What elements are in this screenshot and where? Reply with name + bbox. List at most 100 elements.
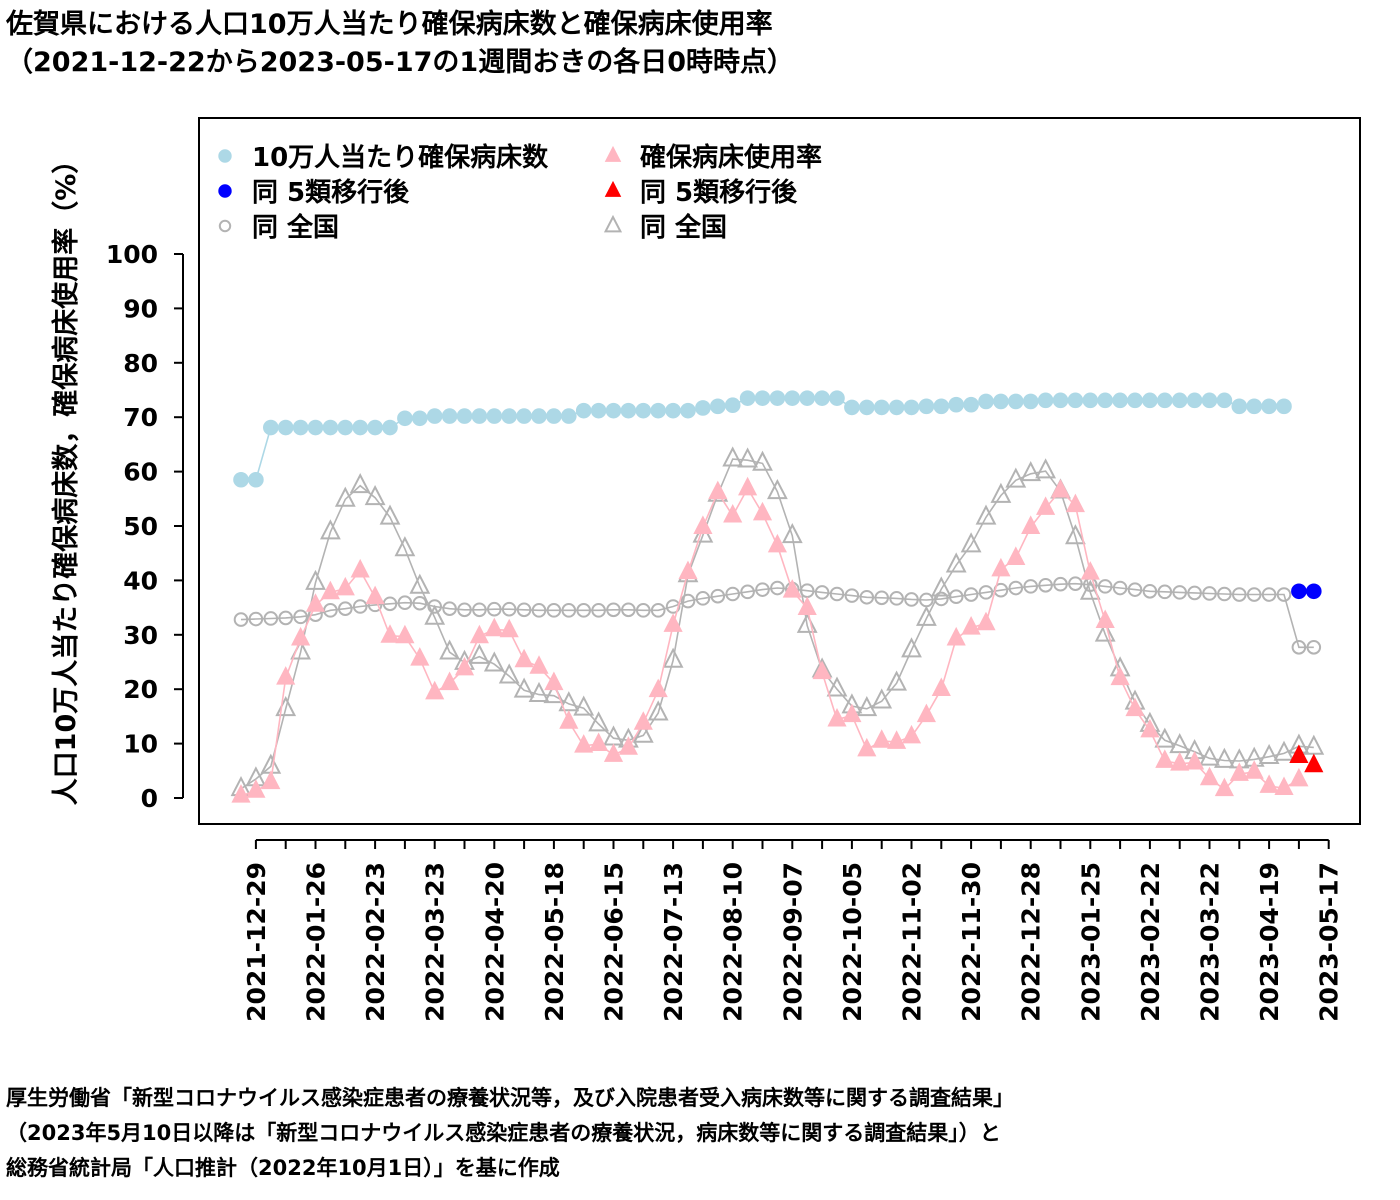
series-4 (1289, 744, 1324, 773)
data-point (1216, 392, 1233, 409)
data-point (531, 408, 547, 424)
data-point (724, 397, 741, 414)
data-point (797, 596, 817, 615)
data-point (233, 471, 249, 488)
data-point (1172, 585, 1187, 600)
data-point (1094, 621, 1116, 642)
legend-label: 10万人当たり確保病床数 (252, 142, 549, 173)
data-point (1035, 458, 1057, 479)
y-tick-label: 80 (123, 349, 158, 378)
legend-marker (603, 214, 623, 233)
data-point (471, 408, 488, 424)
data-point (528, 681, 550, 702)
data-point (767, 533, 787, 553)
data-point (901, 637, 922, 658)
data-point (1053, 576, 1068, 592)
data-point (305, 569, 326, 590)
legend-label: 同 5類移行後 (640, 177, 798, 208)
data-point (963, 587, 979, 602)
data-point (427, 599, 443, 614)
data-point (501, 408, 518, 424)
data-point (873, 399, 890, 416)
data-point (1140, 718, 1160, 738)
y-tick-label: 90 (123, 294, 158, 323)
data-point (931, 677, 951, 697)
data-point (410, 647, 430, 666)
data-point (1276, 398, 1292, 415)
data-point (976, 611, 996, 631)
data-point (1276, 587, 1292, 602)
y-tick-label: 60 (123, 458, 158, 487)
x-tick-label: 2023-05-17 (1315, 862, 1344, 1022)
data-point (487, 601, 502, 617)
data-point (990, 482, 1012, 503)
data-point (1110, 666, 1130, 686)
data-point (457, 602, 472, 618)
data-point (739, 390, 756, 406)
data-point (826, 676, 848, 697)
source-note-line2: （2023年5月10日以降は「新型コロナウイルス感染症患者の療養状況，病床数等に… (6, 1121, 1001, 1145)
x-tick-label: 2023-01-25 (1076, 862, 1105, 1022)
data-point (440, 671, 460, 691)
x-tick-label: 2022-07-13 (659, 862, 688, 1022)
data-point (930, 576, 952, 597)
data-point (576, 603, 592, 618)
data-point (766, 478, 788, 500)
series-layer (230, 390, 1325, 803)
data-point (442, 601, 457, 616)
data-point (454, 656, 475, 676)
data-point (338, 601, 353, 616)
legend-item: 10万人当たり確保病床数 (218, 142, 549, 173)
data-point (859, 589, 875, 605)
data-point (829, 586, 845, 602)
data-point (812, 660, 832, 680)
data-point (531, 603, 547, 618)
legend-marker (604, 180, 622, 197)
source-note-line1: 厚生労働省「新型コロナウイルス感染症患者の療養状況等，及び入院患者受入病床数等に… (6, 1086, 1014, 1110)
data-point (740, 584, 755, 600)
data-point (620, 402, 637, 419)
data-point (886, 670, 908, 691)
data-point (1038, 577, 1053, 593)
data-point (276, 666, 296, 685)
x-tick-label: 2022-06-15 (600, 862, 629, 1022)
data-point (352, 599, 368, 614)
data-point (334, 486, 356, 507)
data-point (1229, 762, 1249, 781)
legend-label: 同 全国 (252, 212, 339, 243)
data-point (752, 450, 773, 471)
legend-marker (218, 219, 232, 233)
data-point (799, 390, 816, 406)
data-point (261, 770, 281, 790)
data-point (1291, 583, 1307, 600)
data-point (1274, 776, 1294, 796)
data-point (1199, 745, 1220, 766)
data-point (961, 616, 981, 635)
data-point (397, 595, 413, 611)
series-3 (231, 476, 1309, 803)
x-tick-label: 2022-10-05 (838, 862, 867, 1022)
data-point (469, 624, 489, 644)
data-point (1231, 398, 1248, 415)
data-point (636, 603, 651, 618)
data-point (695, 400, 711, 416)
series-1 (1291, 583, 1322, 600)
data-point (1155, 749, 1175, 768)
data-point (993, 393, 1009, 410)
data-point (278, 610, 294, 626)
x-tick-label: 2022-01-26 (302, 862, 331, 1022)
legend-label: 同 全国 (640, 212, 727, 243)
x-tick-label: 2022-08-10 (719, 862, 748, 1022)
x-tick-label: 2022-12-28 (1017, 862, 1046, 1022)
data-point (514, 648, 534, 668)
data-point (632, 722, 654, 743)
data-point (486, 408, 503, 424)
data-point (394, 536, 416, 557)
data-point (1289, 744, 1309, 763)
data-point (844, 399, 860, 416)
data-point (263, 611, 279, 626)
data-point (887, 730, 907, 749)
data-point (231, 784, 251, 803)
data-point (349, 472, 371, 494)
